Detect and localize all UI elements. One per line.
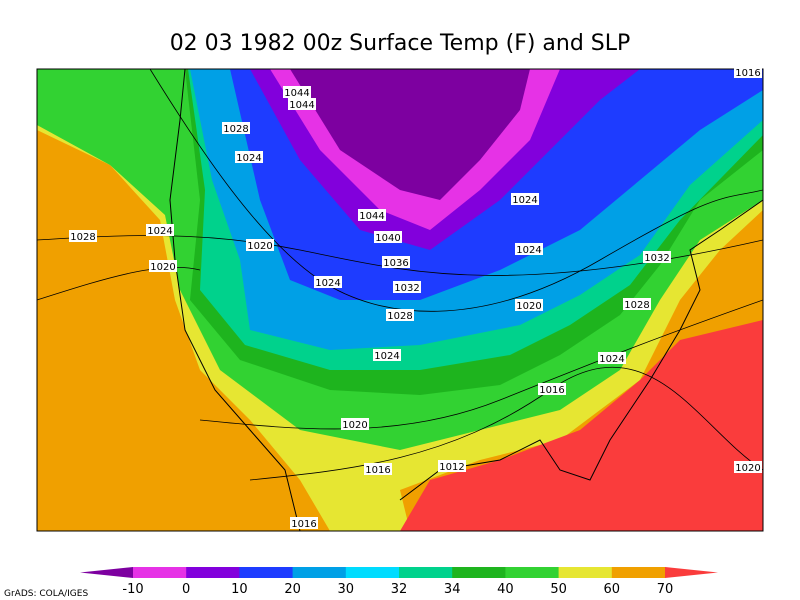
- contour-label-box: [382, 256, 410, 268]
- colorbar-segment: [239, 567, 294, 578]
- map-border: [36, 68, 764, 532]
- contour-label-box: [146, 224, 174, 236]
- colorbar-segment: [345, 567, 400, 578]
- contour-label: 1016: [539, 385, 564, 396]
- contour-label-box: [69, 230, 97, 242]
- contour-label: 1028: [624, 300, 649, 311]
- contour-label: 1032: [644, 253, 669, 264]
- contour-label: 1024: [599, 354, 624, 365]
- contour-labels: 1044104410281024102810241020102010241044…: [69, 66, 762, 530]
- contour-label: 1044: [359, 211, 384, 222]
- contour-label: 1020: [735, 463, 760, 474]
- contour-label: 1020: [516, 301, 541, 312]
- coastlines: [169, 68, 764, 532]
- contour-label-box: [149, 260, 177, 272]
- contour-label-box: [511, 193, 539, 205]
- colorbar-end: [80, 567, 133, 578]
- contour-label-box: [235, 151, 263, 163]
- contour-label-box: [623, 298, 651, 310]
- contour-label: 1020: [150, 262, 175, 273]
- credit: GrADS: COLA/IGES: [4, 589, 88, 599]
- map-title: 02 03 1982 00z Surface Temp (F) and SLP: [170, 31, 631, 56]
- isobar: [36, 267, 201, 301]
- colorbar-label: 50: [550, 582, 567, 597]
- colorbar-segment: [611, 567, 666, 578]
- contour-label: 1020: [247, 241, 272, 252]
- colorbar-end: [665, 567, 718, 578]
- colorbar-label: 60: [604, 582, 621, 597]
- contour-label-box: [734, 461, 762, 473]
- contour-label: 1028: [223, 124, 248, 135]
- contour-label-box: [538, 383, 566, 395]
- temp-field: [400, 320, 763, 531]
- colorbar-label: 0: [182, 582, 190, 597]
- contour-label: 1016: [291, 519, 316, 530]
- contour-label-box: [283, 86, 311, 98]
- contour-label-box: [515, 243, 543, 255]
- contour-label: 1016: [365, 465, 390, 476]
- coastline: [399, 199, 764, 501]
- contour-label-box: [643, 251, 671, 263]
- contour-label-box: [373, 349, 401, 361]
- contour-label: 1028: [387, 311, 412, 322]
- colorbar-label: 40: [497, 582, 514, 597]
- colorbar-label: -10: [122, 582, 143, 597]
- isobar: [36, 235, 764, 276]
- colorbar-segment: [186, 567, 240, 578]
- contour-label: 1028: [70, 232, 95, 243]
- colorbar-label: 10: [231, 582, 248, 597]
- colorbar-segment: [133, 567, 187, 578]
- contour-label: 1020: [342, 420, 367, 431]
- contour-label-box: [393, 281, 421, 293]
- contour-label-box: [314, 276, 342, 288]
- contour-label: 1016: [735, 68, 760, 79]
- temp-field: [290, 69, 530, 200]
- contour-label-box: [222, 122, 250, 134]
- contour-label-box: [734, 66, 762, 78]
- map-area: [36, 68, 764, 532]
- contour-label: 1024: [512, 195, 537, 206]
- contour-label-box: [364, 463, 392, 475]
- contour-label-box: [515, 299, 543, 311]
- contour-label-box: [246, 239, 274, 251]
- colorbar: -10 0 10 20 30 32 34 40 50 60 70: [80, 567, 718, 597]
- colorbar-label: 32: [391, 582, 408, 597]
- isobar: [199, 299, 764, 430]
- colorbar-segment: [292, 567, 347, 578]
- isobar: [149, 68, 764, 312]
- colorbar-label: 20: [284, 582, 301, 597]
- colorbar-segment: [452, 567, 506, 578]
- colorbar-label: 34: [444, 582, 461, 597]
- contour-label-box: [386, 309, 414, 321]
- contour-label: 1044: [289, 100, 314, 111]
- colorbar-segment: [505, 567, 560, 578]
- contour-label-box: [374, 231, 402, 243]
- contour-label-box: [598, 352, 626, 364]
- colorbar-segment: [399, 567, 453, 578]
- contour-label: 1032: [394, 283, 419, 294]
- contour-label: 1044: [284, 88, 309, 99]
- colorbar-label: 30: [338, 582, 355, 597]
- contour-label: 1024: [147, 226, 172, 237]
- contour-label: 1024: [374, 351, 399, 362]
- contour-label-box: [288, 98, 316, 110]
- contour-label: 1024: [236, 153, 261, 164]
- contour-label: 1024: [516, 245, 541, 256]
- contour-label-box: [290, 517, 318, 529]
- contour-label: 1024: [315, 278, 340, 289]
- isobars: [36, 68, 764, 481]
- contour-label-box: [438, 460, 466, 472]
- contour-label: 1040: [375, 233, 400, 244]
- coastline: [169, 68, 301, 532]
- contour-label-box: [341, 418, 369, 430]
- colorbar-label: 70: [657, 582, 674, 597]
- colorbar-segment: [558, 567, 613, 578]
- contour-label-box: [358, 209, 386, 221]
- contour-label: 1012: [439, 462, 464, 473]
- contour-label: 1036: [383, 258, 408, 269]
